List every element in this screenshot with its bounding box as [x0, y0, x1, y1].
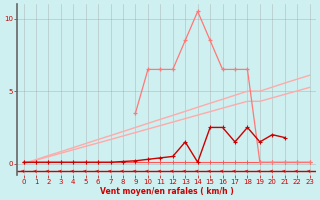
X-axis label: Vent moyen/en rafales ( km/h ): Vent moyen/en rafales ( km/h )	[100, 187, 234, 196]
